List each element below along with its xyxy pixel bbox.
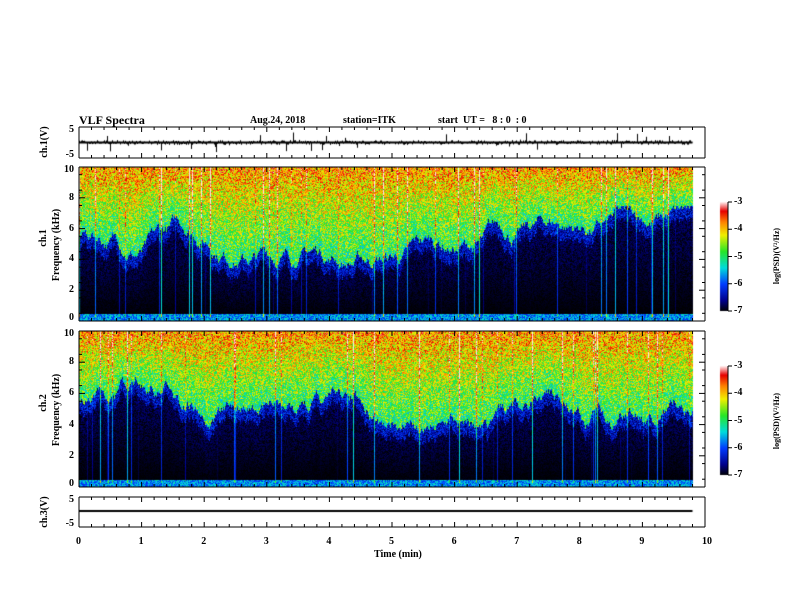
x-tick-label: 7 bbox=[514, 536, 520, 547]
y-tick-label: 2 bbox=[69, 449, 74, 461]
x-tick-label: 1 bbox=[138, 536, 144, 547]
colorbar-tick-label: -3 bbox=[734, 360, 743, 371]
colorbar-tick-label: -4 bbox=[734, 387, 743, 399]
x-tick-label: 5 bbox=[389, 536, 394, 547]
x-axis-label: Time (min) bbox=[374, 549, 422, 560]
colorbar-tick-label: -3 bbox=[734, 196, 743, 207]
y-tick-label: 8 bbox=[69, 191, 74, 203]
ch1-ylabel: ch.1(V) bbox=[39, 126, 50, 158]
ch1-spec-ylabel: Frequency (kHz) bbox=[51, 208, 62, 282]
y-tick-label: 6 bbox=[69, 387, 74, 399]
x-tick-label: 2 bbox=[201, 536, 207, 547]
x-tick-label: 0 bbox=[76, 536, 81, 547]
y-tick-label: 10 bbox=[64, 164, 74, 175]
start-time-label: start UT = 8 : 0 : 0 bbox=[438, 115, 527, 126]
x-tick-label: 8 bbox=[576, 536, 582, 547]
colorbar-tick-label: -7 bbox=[734, 305, 743, 316]
date-label: Aug.24, 2018 bbox=[250, 115, 306, 126]
y-tick-label: 4 bbox=[69, 253, 74, 265]
y-tick-label: 5 bbox=[69, 124, 74, 135]
y-tick-label: 4 bbox=[69, 418, 74, 430]
colorbar2-label: log(PSD)(V²/Hz) bbox=[772, 392, 781, 450]
y-tick-label: 10 bbox=[64, 328, 74, 339]
colorbar1-label: log(PSD)(V²/Hz) bbox=[772, 227, 781, 285]
figure-title: VLF Spectra bbox=[79, 113, 145, 127]
ch3-ylabel: ch.3(V) bbox=[39, 496, 50, 528]
colorbar-tick-label: -6 bbox=[734, 277, 743, 289]
x-tick-label: 10 bbox=[702, 536, 712, 547]
ch2-spec-ylabel-top: ch.2 bbox=[38, 394, 49, 412]
y-tick-label: 5 bbox=[69, 494, 74, 505]
colorbar-tick-label: -5 bbox=[734, 414, 743, 426]
y-tick-label: 8 bbox=[69, 356, 74, 368]
x-tick-label: 3 bbox=[263, 536, 269, 547]
y-tick-label: 6 bbox=[69, 222, 74, 234]
x-tick-label: 4 bbox=[326, 536, 332, 547]
station-label: station=ITK bbox=[343, 115, 396, 126]
y-tick-label: 0 bbox=[69, 478, 74, 489]
x-tick-label: 6 bbox=[451, 536, 457, 547]
y-tick-label: 0 bbox=[69, 312, 74, 323]
colorbar-tick-label: -7 bbox=[734, 469, 743, 480]
x-tick-label: 9 bbox=[639, 536, 645, 547]
colorbar-tick-label: -6 bbox=[734, 441, 743, 453]
y-tick-label: 2 bbox=[69, 284, 74, 296]
ch1-spec-ylabel-top: ch.1 bbox=[38, 229, 49, 247]
ch2-spec-ylabel: Frequency (kHz) bbox=[51, 373, 62, 447]
colorbar-tick-label: -5 bbox=[734, 250, 743, 262]
colorbar-tick-label: -4 bbox=[734, 223, 743, 235]
y-tick-label: -5 bbox=[65, 149, 74, 160]
y-tick-label: -5 bbox=[65, 518, 74, 529]
